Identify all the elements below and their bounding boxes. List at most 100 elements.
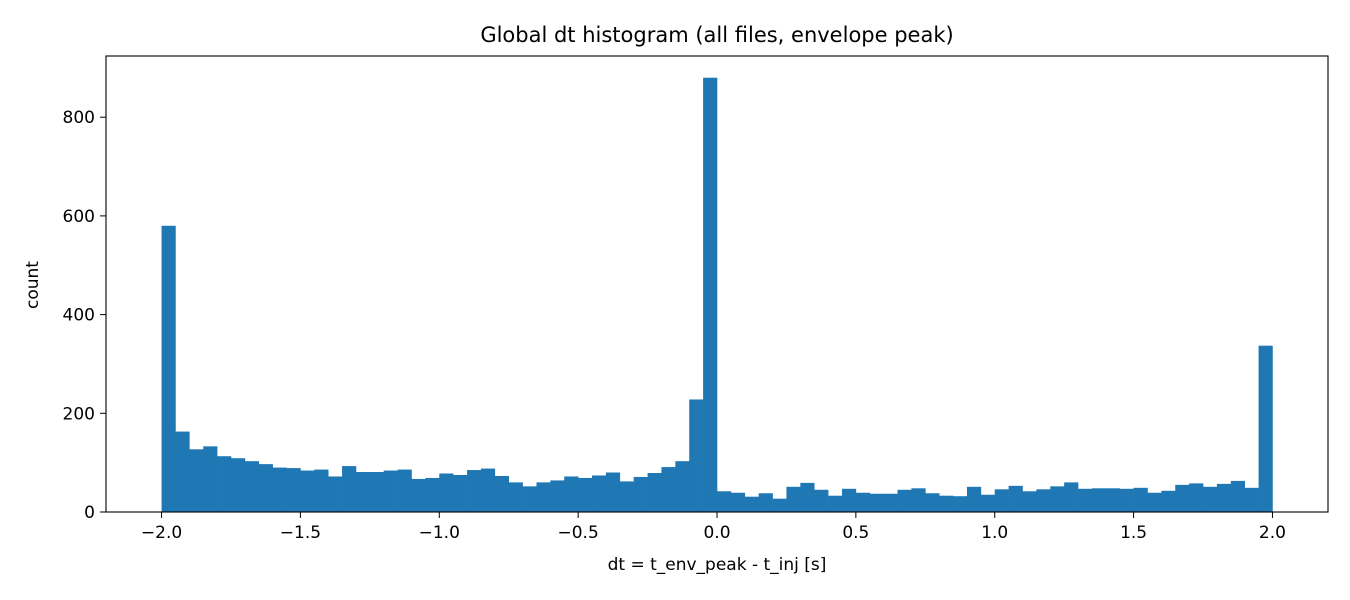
histogram-bar	[703, 77, 718, 513]
y-tick-label: 800	[63, 108, 95, 128]
histogram-bar	[605, 472, 621, 512]
y-tick-label: 0	[84, 503, 95, 523]
histogram-bar	[661, 467, 676, 512]
histogram-bar	[189, 449, 204, 512]
y-tick-label: 200	[63, 404, 95, 424]
histogram-bar	[855, 492, 871, 512]
histogram-bar	[1050, 486, 1065, 512]
histogram-bar	[883, 493, 898, 512]
histogram-bar	[453, 474, 468, 512]
histogram-bar	[480, 468, 496, 512]
histogram-bar	[966, 486, 982, 512]
histogram-bar	[258, 464, 273, 512]
histogram-bar	[244, 461, 260, 512]
histogram-bar	[994, 489, 1009, 512]
histogram-bar	[230, 458, 246, 512]
histogram-bar	[925, 493, 940, 512]
histogram-bar	[1091, 488, 1107, 512]
histogram-bar	[425, 477, 440, 512]
x-axis-label: dt = t_env_peak - t_inj [s]	[608, 555, 827, 575]
histogram-bar	[300, 470, 315, 512]
axes-group: −2.0 −1.5 −1.0 −0.5 0.0 0.5 1.0 1.5 2.0 0 200 400 60…	[63, 55, 1329, 543]
histogram-bar	[730, 492, 746, 512]
histogram-bar	[175, 431, 190, 512]
histogram-bar	[1244, 487, 1259, 512]
histogram-bar	[647, 473, 662, 512]
histogram-bar	[772, 498, 787, 512]
chart-title: Global dt histogram (all files, envelope…	[480, 23, 953, 47]
histogram-bar	[841, 488, 857, 512]
y-tick-label: 600	[63, 207, 95, 227]
histogram-bar	[1078, 488, 1093, 512]
histogram-bar	[1008, 485, 1023, 512]
x-tick-label: −1.0	[419, 523, 460, 543]
histogram-bar	[689, 399, 704, 512]
histogram-bar	[272, 467, 287, 512]
histogram-bar	[355, 472, 371, 512]
x-tick-label: 1.0	[981, 523, 1008, 543]
histogram-bar	[980, 494, 996, 512]
histogram-bar	[1105, 488, 1121, 512]
y-tick-label: 400	[63, 306, 95, 326]
histogram-bar	[1258, 345, 1273, 512]
histogram-bar	[286, 468, 301, 512]
histogram-bar	[744, 496, 759, 512]
x-tick-label: −1.5	[280, 523, 321, 543]
histogram-bar	[828, 495, 843, 512]
x-tick-label: 1.5	[1120, 523, 1147, 543]
bars-group	[161, 77, 1273, 513]
histogram-bar	[869, 493, 884, 512]
histogram-bar	[619, 481, 634, 512]
histogram-bar	[564, 476, 579, 512]
histogram-bar	[1189, 483, 1204, 512]
histogram-bar	[439, 473, 454, 512]
histogram-bar	[675, 461, 690, 512]
histogram-bar	[814, 489, 829, 512]
x-tick-label: −0.5	[557, 523, 598, 543]
histogram-bar	[1064, 482, 1079, 512]
histogram-bar	[1175, 484, 1190, 512]
histogram-bar	[1230, 480, 1245, 512]
histogram-bar	[592, 475, 607, 512]
histogram-bar	[494, 475, 510, 512]
histogram-bar	[161, 225, 176, 512]
histogram-bar	[217, 456, 232, 512]
x-tick-label: 0.5	[842, 523, 869, 543]
y-axis-label: count	[23, 261, 43, 309]
histogram-bar	[1022, 491, 1037, 512]
histogram-bar	[800, 482, 815, 512]
histogram-bar	[328, 476, 343, 512]
histogram-bar	[1133, 487, 1148, 512]
histogram-bar	[411, 478, 426, 512]
histogram-bar	[953, 496, 968, 512]
histogram-bar	[369, 472, 385, 512]
histogram-bar	[717, 491, 732, 512]
histogram-bar	[758, 493, 773, 512]
histogram-bar	[203, 446, 218, 512]
histogram-bar	[550, 480, 565, 512]
histogram-bar	[383, 470, 398, 512]
x-tick-label: 0.0	[703, 523, 730, 543]
histogram-bar	[1161, 490, 1176, 512]
histogram-bar	[1119, 488, 1134, 512]
histogram-bar	[342, 466, 357, 512]
x-tick-label: −2.0	[141, 523, 182, 543]
histogram-bar	[633, 476, 648, 512]
histogram-bar	[1036, 489, 1051, 512]
histogram-bar	[1203, 486, 1218, 512]
histogram-bar	[1147, 492, 1162, 512]
histogram-bar	[467, 470, 482, 512]
histogram-bar	[1216, 483, 1232, 512]
histogram-bar	[578, 477, 593, 512]
histogram-bar	[522, 486, 537, 512]
x-tick-label: 2.0	[1259, 523, 1286, 543]
histogram-bar	[397, 469, 412, 512]
histogram-bar	[939, 495, 954, 512]
histogram-bar	[897, 489, 912, 512]
histogram-bar	[786, 486, 801, 512]
histogram-bar	[911, 488, 926, 512]
histogram-bar	[314, 469, 329, 512]
histogram-bar	[508, 482, 523, 512]
histogram-bar	[536, 482, 551, 512]
